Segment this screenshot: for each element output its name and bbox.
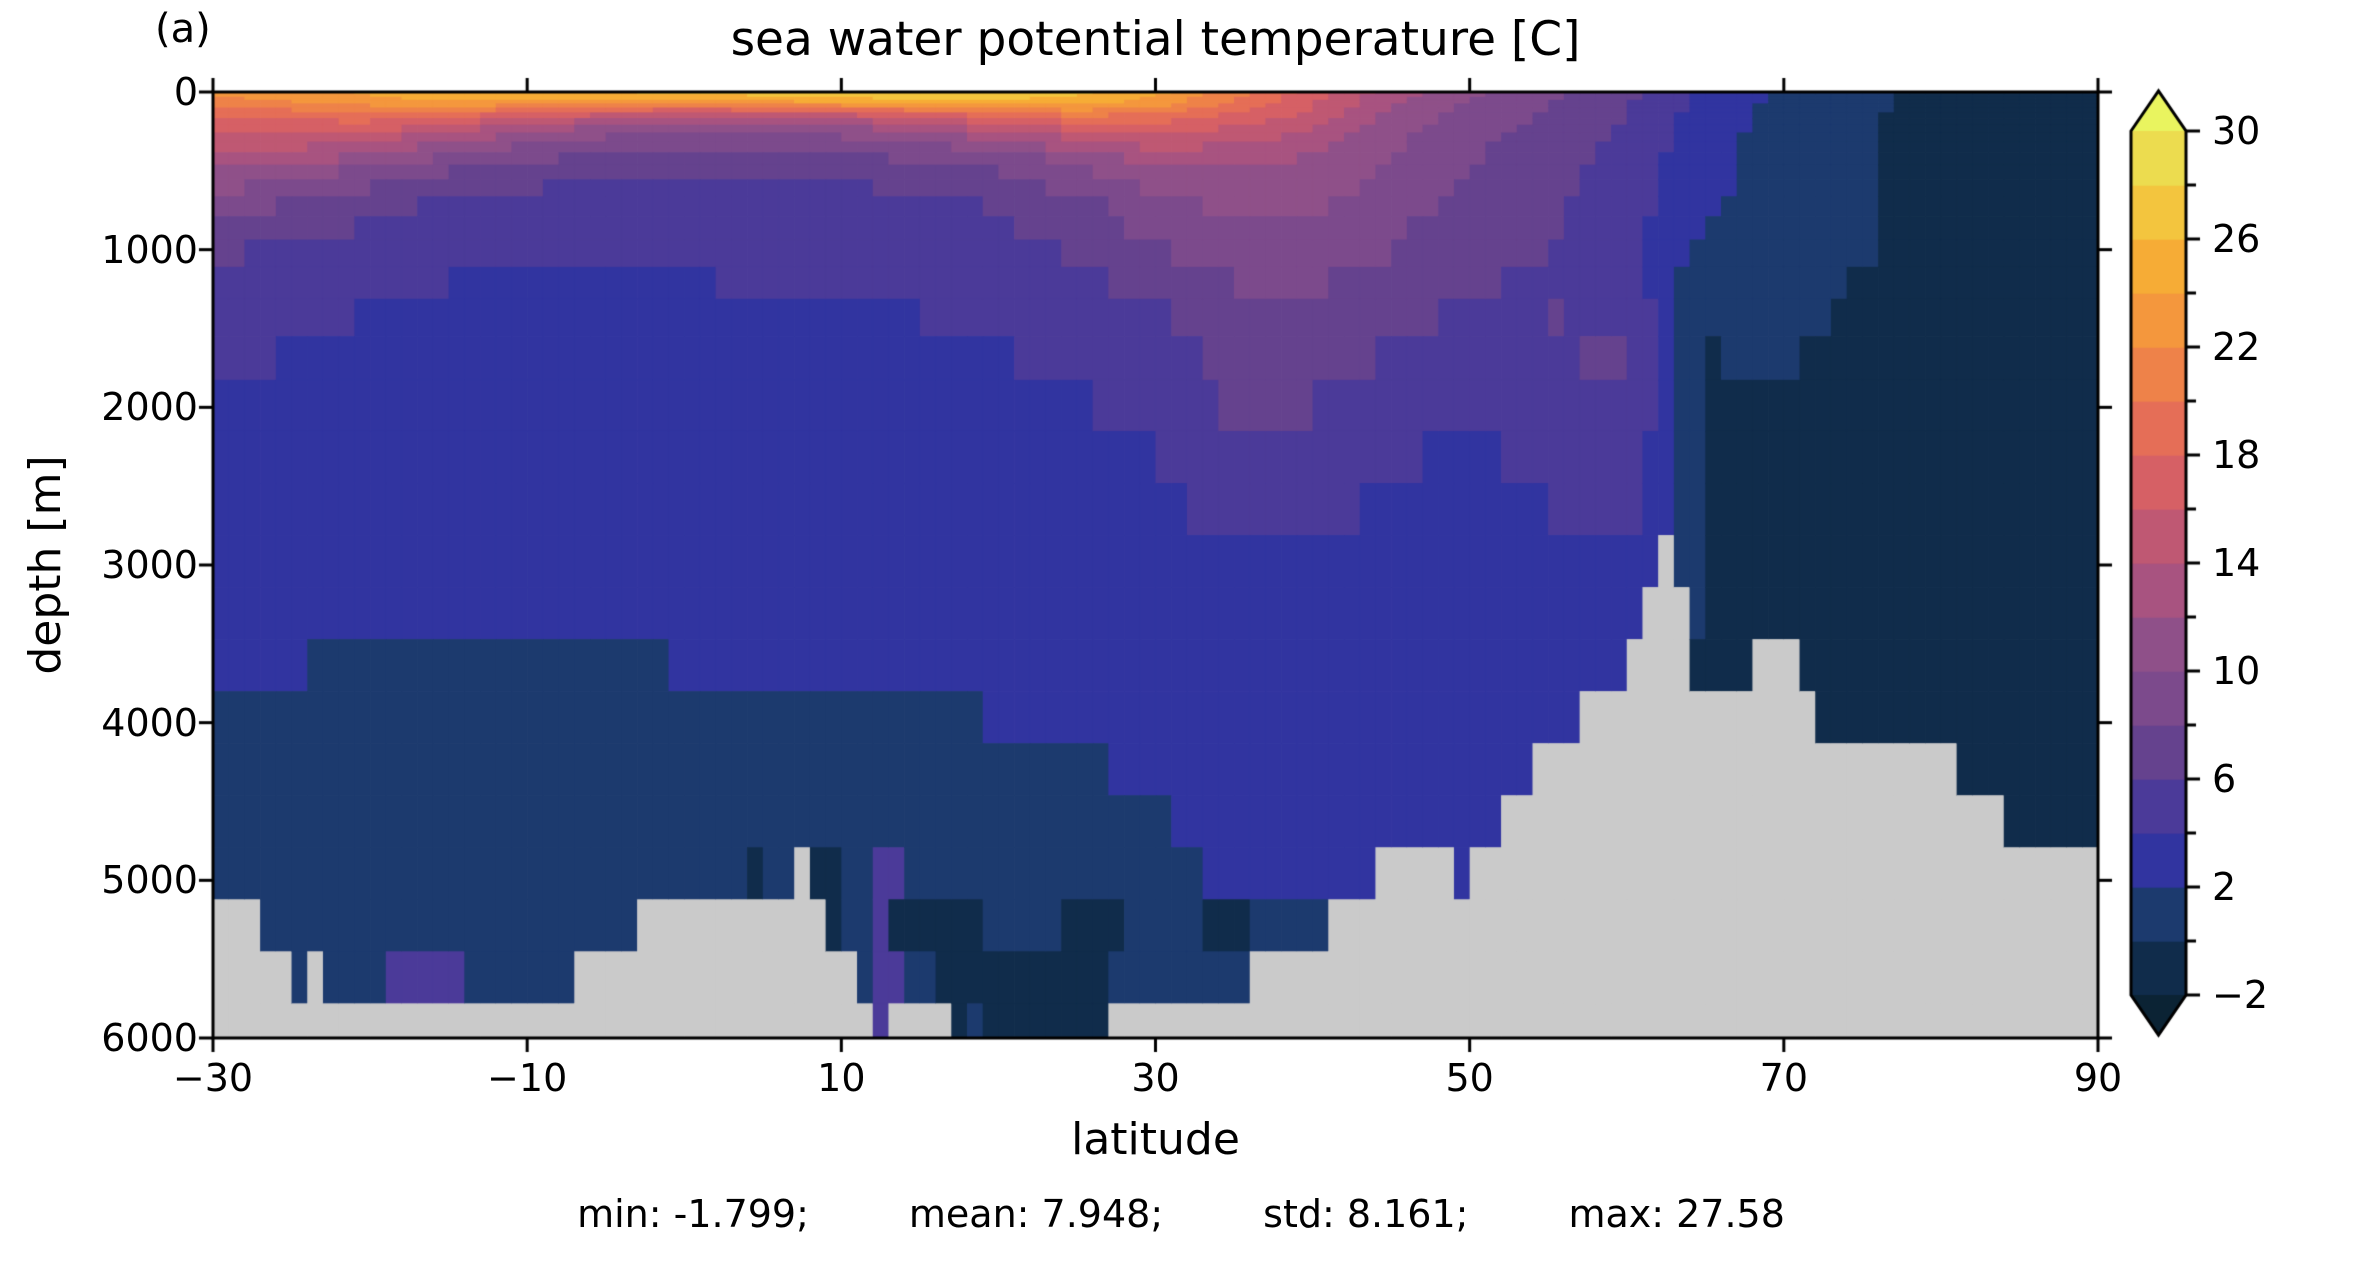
y-tick-label: 2000	[101, 385, 198, 430]
x-tick-label: −30	[172, 1056, 254, 1100]
stats-segment: max: 27.58	[1568, 1192, 1785, 1236]
x-tick-label: −10	[487, 1056, 568, 1100]
y-tick-label: 6000	[101, 1016, 198, 1060]
y-tick-label: 1000	[101, 227, 198, 272]
stats-line: min: -1.799; mean: 7.948; std: 8.161; max: …	[25, 1192, 2337, 1236]
colorbar-tick-label: 30	[2212, 109, 2261, 153]
chart-title: sea water potential temperature [C]	[730, 12, 1581, 67]
panel-label: (a)	[155, 6, 211, 52]
colorbar-tick-label: 26	[2212, 217, 2261, 261]
y-tick-labels: 0 1000 2000 3000 4000 5000 6000	[0, 0, 200, 1263]
stats-segment: mean: 7.948;	[908, 1192, 1164, 1236]
y-tick-label: 5000	[101, 858, 198, 903]
stats-segment: std: 8.161;	[1263, 1192, 1469, 1236]
colorbar-tick-label: 10	[2212, 649, 2261, 693]
y-tick-label: 3000	[101, 543, 198, 587]
x-axis-label: latitude	[1071, 1114, 1240, 1165]
x-tick-label: 30	[1131, 1056, 1180, 1100]
colorbar-tick-label: 14	[2212, 541, 2261, 585]
colorbar-tick-label: 2	[2212, 865, 2237, 909]
colorbar-tick-label: −2	[2212, 973, 2269, 1017]
y-tick-label: 4000	[101, 700, 198, 745]
x-tick-labels: −30 −10 10 30 50 70 90	[0, 1056, 2362, 1106]
colorbar-tick-label: 22	[2212, 325, 2261, 369]
y-tick-label: 0	[173, 70, 198, 114]
x-tick-label: 50	[1445, 1056, 1494, 1100]
x-tick-label: 10	[817, 1056, 866, 1100]
colorbar-tick-label: 6	[2212, 757, 2237, 801]
stats-segment: min: -1.799;	[577, 1192, 809, 1236]
x-tick-label: 90	[2073, 1056, 2123, 1100]
colorbar-tick-label: 18	[2212, 433, 2261, 477]
x-tick-label: 70	[1759, 1056, 1809, 1100]
